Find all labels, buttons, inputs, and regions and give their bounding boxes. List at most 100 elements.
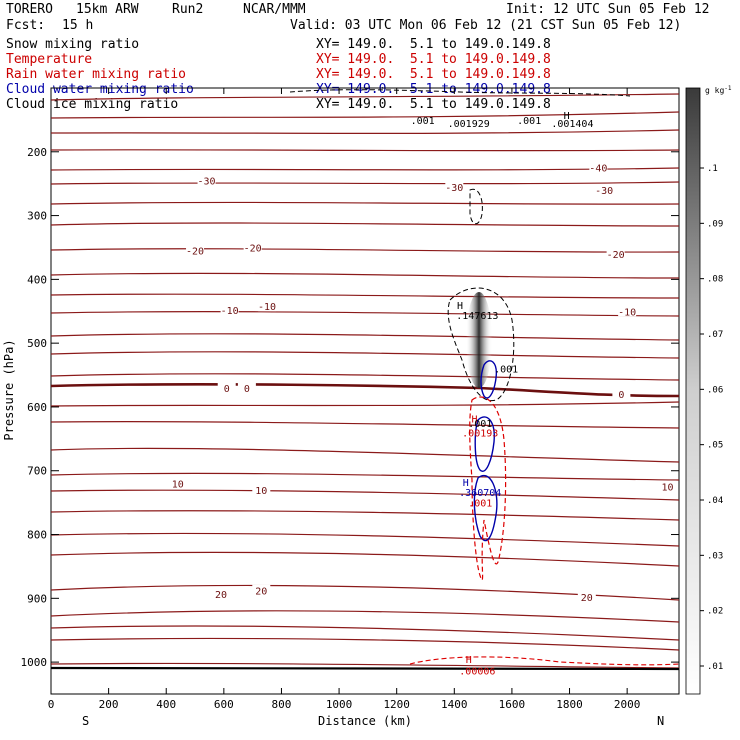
colorbar-tick-label: .02 — [707, 607, 723, 617]
temperature-label-bg — [211, 587, 230, 599]
plot-frame — [50, 87, 680, 695]
contour-annotation: .001929 — [448, 119, 490, 130]
temperature-label: -40 — [589, 164, 607, 175]
colorbar-tick-label: .03 — [707, 551, 723, 561]
colorbar-unit: g kg-1 — [705, 85, 732, 95]
temperature-label-bg — [618, 305, 637, 317]
x-tick-label: 1600 — [499, 698, 526, 711]
temperature-label: -30 — [198, 176, 216, 187]
temperature-label: 10 — [172, 479, 184, 490]
x-tick-label: 200 — [99, 698, 119, 711]
contour-annotation: H — [471, 414, 477, 425]
contour-annotation: .147613 — [456, 311, 498, 322]
temperature-label-bg — [197, 174, 216, 186]
legend-rain-xy: XY= 149.0. 5.1 to 149.0.149.8 — [316, 67, 551, 82]
contour-annotation: .001 — [517, 116, 541, 127]
colorbar-tick-label: .06 — [707, 385, 723, 395]
contour-annotation: .001 — [411, 116, 435, 127]
model-name: TORERO — [6, 2, 53, 17]
temperature-label-bg — [243, 241, 262, 253]
y-tick-label: 700 — [27, 465, 47, 478]
rain-contour-surface — [409, 656, 680, 666]
x-tick-label: 1200 — [383, 698, 410, 711]
x-tick-label: 1400 — [441, 698, 468, 711]
colorbar — [685, 87, 701, 695]
snow-shading — [466, 292, 492, 388]
x-tick-label: 800 — [272, 698, 292, 711]
temperature-isotherms — [50, 93, 680, 669]
snow-contour-001 — [447, 287, 515, 402]
cloud-water-contour-mid — [474, 416, 495, 472]
axes: 0 200 400 600 800 1000 1200 1400 1600 1800 2000200… — [21, 88, 679, 711]
valid-time: Valid: 03 UTC Mon 06 Feb 12 (21 CST Sun … — [290, 18, 682, 33]
colorbar-tick-label: .01 — [707, 662, 723, 672]
legend-temperature-label: Temperature — [6, 52, 93, 67]
temperature-label: 0 — [244, 384, 250, 395]
contour-annotations: H.147613.001H.001.00193H.360704.001H.000… — [411, 111, 594, 678]
init-time: Init: 12 UTC Sun 05 Feb 12 — [506, 2, 710, 17]
contour-annotation: .001 — [468, 419, 492, 430]
contour-annotation: .00006 — [459, 666, 495, 677]
temperature-label-bg — [658, 480, 677, 492]
temperature-label-bg — [220, 303, 239, 315]
temperature-label: 0 — [618, 390, 624, 401]
temperature-label: -10 — [221, 306, 239, 317]
x-axis-label: Distance (km) — [318, 714, 412, 728]
x-tick-label: 1800 — [556, 698, 583, 711]
y-tick-label: 500 — [27, 337, 47, 350]
contour-annotation: .360704 — [459, 488, 501, 499]
cloud-water-contour-upper — [480, 360, 498, 399]
temperature-label: 10 — [255, 486, 267, 497]
x-tick-label: 2000 — [614, 698, 641, 711]
temperature-label-bg — [577, 591, 596, 603]
y-tick-label: 300 — [27, 210, 47, 223]
temperature-label: 20 — [581, 593, 593, 604]
temperature-label: 20 — [255, 587, 267, 598]
temperature-label: -10 — [618, 307, 636, 318]
colorbar-tick-label: .09 — [707, 219, 723, 229]
temperature-label-bg — [252, 584, 271, 596]
y-tick-label: 600 — [27, 401, 47, 414]
colorbar-tick-label: .04 — [707, 496, 723, 506]
contour-annotation: H — [466, 655, 472, 666]
temperature-label: -30 — [445, 183, 463, 194]
temperature-label-bg — [168, 477, 187, 489]
legend-cloud-ice-xy: XY= 149.0. 5.1 to 149.0.149.8 — [316, 97, 551, 112]
temperature-contour-labels: -40 -30 -30 -30 -20 -20 -20 -10 -10 -10 0 0 0 10 10 10 2… — [168, 161, 677, 604]
legend-snow-xy: XY= 149.0. 5.1 to 149.0.149.8 — [316, 37, 551, 52]
x-tick-label: 1000 — [326, 698, 353, 711]
temperature-label: -20 — [607, 250, 625, 261]
temperature-label-bg — [589, 161, 608, 173]
temperature-label-bg — [445, 180, 464, 192]
legend-cloud-water-xy: XY= 149.0. 5.1 to 149.0.149.8 — [316, 82, 551, 97]
temperature-label: 20 — [215, 590, 227, 601]
temperature-label: -10 — [258, 302, 276, 313]
x-tick-label: 400 — [156, 698, 176, 711]
temperature-label-bg — [258, 300, 277, 312]
colorbar-tick-label: .05 — [707, 441, 723, 451]
contour-annotation: .001404 — [551, 119, 593, 130]
org-label: NCAR/MMM — [243, 2, 306, 17]
contour-annotation: .001 — [494, 365, 518, 376]
forecast-hour: 15 h — [62, 18, 94, 33]
temperature-label: 0 — [224, 384, 230, 395]
run-label: Run2 — [172, 2, 204, 17]
legend-cloud-ice-label: Cloud ice mixing ratio — [6, 97, 179, 112]
temperature-label: 10 — [661, 483, 673, 494]
colorbar-tick-label: .1 — [707, 164, 718, 174]
ground-line — [50, 666, 680, 671]
y-tick-label: 1000 — [21, 656, 48, 669]
y-axis-label: Pressure (hPa) — [2, 339, 16, 440]
colorbar-tick-label: .08 — [707, 275, 723, 285]
contour-annotation: .00193 — [462, 428, 498, 439]
colorbar-tick-label: .07 — [707, 330, 723, 340]
y-tick-label: 200 — [27, 146, 47, 159]
temperature-label-bg — [595, 184, 614, 196]
x-tick-label: 0 — [48, 698, 55, 711]
snow-contour-upper — [469, 188, 483, 225]
temperature-label-bg — [612, 388, 631, 400]
temperature-label: -20 — [244, 243, 262, 254]
temperature-label-bg — [606, 247, 625, 259]
y-tick-label: 400 — [27, 273, 47, 286]
